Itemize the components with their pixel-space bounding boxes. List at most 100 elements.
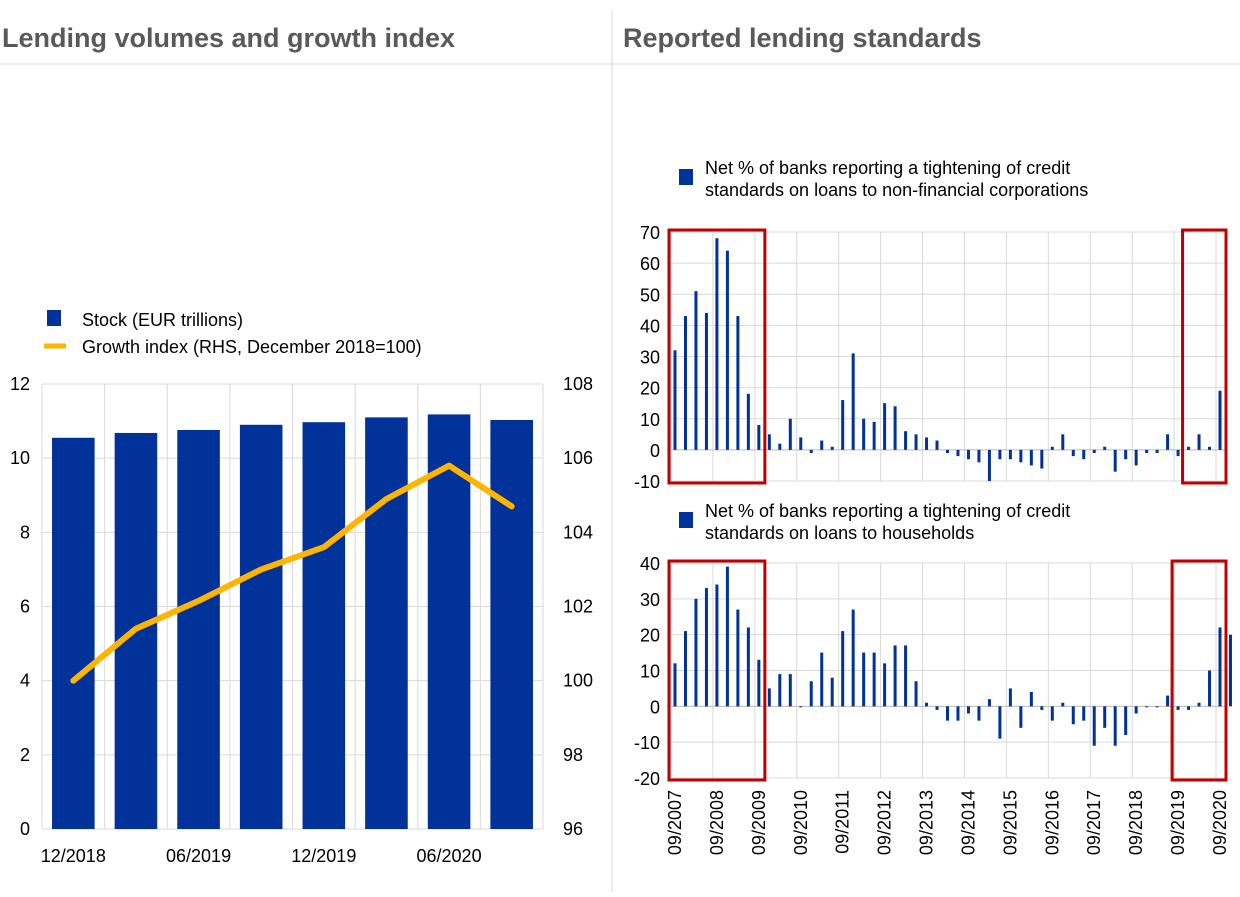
hh-bar (725, 566, 729, 707)
hh-bar (767, 688, 771, 707)
nfc-y-tick-label: 60 (640, 254, 660, 274)
nfc-bar (935, 440, 939, 450)
left-panel-title: Lending volumes and growth index (2, 23, 455, 53)
left-y2-tick-label: 106 (563, 448, 593, 468)
hh-x-tick-label: 09/2009 (749, 790, 769, 855)
nfc-bar (1040, 449, 1044, 469)
nfc-bar (904, 431, 908, 450)
hh-bar (830, 677, 834, 707)
nfc-bar (799, 437, 803, 450)
hh-legend-swatch (679, 512, 693, 528)
left-x-tick-label: 12/2018 (41, 846, 106, 866)
left-x-tick-label: 12/2019 (291, 846, 356, 866)
hh-x-tick-label: 09/2013 (917, 790, 937, 855)
left-y-tick-label: 2 (20, 745, 30, 765)
hh-bar (1113, 706, 1117, 746)
hh-bar (977, 706, 981, 721)
hh-bar (809, 681, 813, 707)
nfc-bar (694, 291, 698, 450)
nfc-bar (778, 443, 782, 450)
stock-bar (177, 429, 220, 829)
nfc-highlight-box (667, 228, 767, 485)
hh-bar (1176, 706, 1180, 710)
stock-bar (365, 417, 408, 829)
left-y2-tick-label: 104 (563, 522, 593, 542)
stock-legend-label: Stock (EUR trillions) (82, 310, 243, 330)
nfc-bar (1050, 446, 1054, 450)
nfc-bar (851, 353, 855, 450)
nfc-bar (1176, 449, 1180, 457)
nfc-bar (736, 316, 740, 450)
nfc-highlight-box (1181, 228, 1228, 485)
nfc-bar (862, 418, 866, 450)
left-y-tick-label: 4 (20, 671, 30, 691)
hh-highlight-box (1170, 559, 1228, 782)
hh-bar (683, 631, 687, 707)
stock-bar (302, 422, 346, 829)
hh-legend-line-1: Net % of banks reporting a tightening of… (705, 501, 1070, 521)
nfc-bar (977, 449, 981, 463)
nfc-bar (1029, 449, 1033, 466)
nfc-bar (725, 250, 729, 450)
nfc-y-tick-label: 40 (640, 316, 660, 336)
hh-bar (788, 674, 792, 707)
nfc-bar (1103, 446, 1107, 450)
nfc-bar (1071, 449, 1075, 457)
hh-bar (704, 588, 708, 707)
nfc-legend-line-2: standards on loans to non-financial corp… (705, 180, 1088, 200)
hh-bar (1218, 627, 1222, 707)
hh-bar (673, 663, 677, 707)
nfc-legend-swatch (679, 169, 693, 185)
hh-bar (1050, 706, 1054, 721)
hh-bar (914, 681, 918, 707)
left-x-tick-label: 06/2020 (417, 846, 482, 866)
nfc-bar (757, 424, 761, 450)
nfc-legend-line-1: Net % of banks reporting a tightening of… (705, 158, 1070, 178)
hh-x-tick-label: 09/2010 (791, 790, 811, 855)
hh-bar (1124, 706, 1128, 735)
right-panel-title: Reported lending standards (623, 23, 982, 53)
left-y2-tick-label: 102 (563, 597, 593, 617)
nfc-bar (767, 434, 771, 450)
nfc-bar (715, 238, 719, 450)
nfc-bar (1092, 449, 1096, 453)
nfc-y-tick-label: 30 (640, 348, 660, 368)
hh-bar (1008, 688, 1012, 707)
hh-x-tick-label: 09/2020 (1210, 790, 1230, 855)
hh-x-tick-label: 09/2018 (1126, 790, 1146, 855)
hh-y-tick-label: 30 (640, 590, 660, 610)
lending-volumes-chart: 0 2 4 6 8 10 12 96 98 100 102 104 106 108 12/2018 06/20… (10, 310, 593, 866)
nfc-bar (883, 403, 887, 450)
hh-y-tick-label: -20 (634, 769, 660, 789)
hh-bar (1208, 670, 1212, 707)
nfc-bar (1113, 449, 1117, 472)
hh-bar (946, 706, 949, 721)
hh-bar (872, 652, 876, 707)
nfc-bar (1124, 449, 1128, 460)
left-y-tick-label: 8 (20, 522, 30, 542)
left-y-tick-label: 12 (10, 374, 30, 394)
nfc-bar (966, 449, 970, 460)
nfc-bar (820, 440, 824, 450)
stock-bar (239, 424, 283, 829)
nfc-bar (946, 449, 949, 453)
nfc-bar (1008, 449, 1012, 460)
hh-bar (987, 699, 991, 707)
hh-x-tick-label: 09/2011 (833, 790, 853, 854)
left-y-tick-label: 6 (20, 597, 30, 617)
hh-y-tick-label: 0 (650, 697, 660, 717)
nfc-bar (809, 449, 813, 453)
hh-bar (925, 702, 929, 707)
hh-bar (883, 663, 887, 707)
nfc-y-tick-label: -10 (634, 472, 660, 492)
hh-bar (1166, 695, 1170, 707)
left-y2-tick-label: 98 (563, 745, 583, 765)
hh-bar (1103, 706, 1107, 728)
household-standards-chart: -20 -10 0 10 20 30 40 Net % of banks reporting … (634, 501, 1232, 855)
hh-bar (998, 706, 1002, 739)
hh-bar (1040, 706, 1044, 710)
stock-bar (52, 437, 95, 829)
hh-bar (893, 645, 897, 707)
hh-bar (1197, 702, 1201, 707)
